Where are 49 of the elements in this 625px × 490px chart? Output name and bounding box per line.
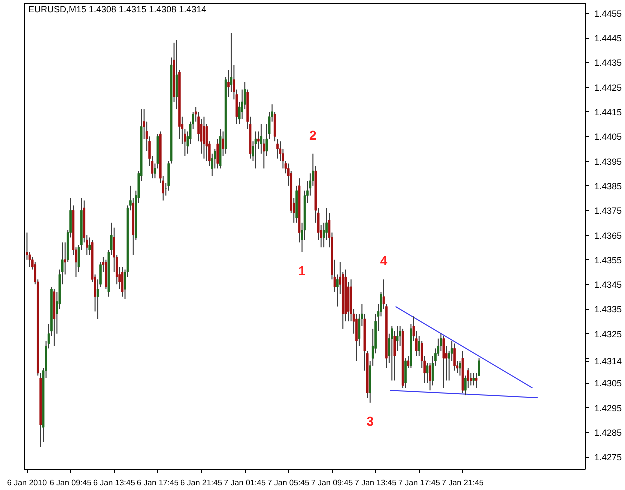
annotation: 3 bbox=[366, 414, 374, 429]
candlestick bbox=[391, 326, 394, 382]
y-tick-label: 1.4285 bbox=[594, 428, 622, 438]
chart-title: EURUSD,M15 1.4308 1.4315 1.4308 1.4314 bbox=[28, 4, 207, 14]
x-tick-label: 6 Jan 2010 bbox=[7, 478, 48, 488]
candlestick bbox=[440, 333, 442, 352]
candlestick bbox=[254, 131, 258, 170]
x-tick-label: 7 Jan 17:45 bbox=[398, 478, 441, 488]
y-tick-label: 1.4295 bbox=[594, 403, 622, 414]
x-tick-label: 7 Jan 21:45 bbox=[442, 478, 484, 488]
candlestick bbox=[276, 138, 279, 160]
candlestick bbox=[454, 343, 456, 372]
x-tick-label: 6 Jan 21:45 bbox=[180, 478, 223, 488]
y-tick-label: 1.4455 bbox=[594, 8, 622, 19]
y-tick-label: 1.4335 bbox=[594, 304, 622, 315]
y-tick-label: 1.4445 bbox=[594, 34, 622, 44]
x-tick-label: 6 Jan 09:45 bbox=[50, 478, 92, 488]
candlestick bbox=[472, 372, 475, 386]
x-tick-label: 7 Jan 09:45 bbox=[311, 478, 354, 488]
y-tick-label: 1.4275 bbox=[594, 452, 622, 463]
x-tick-label: 6 Jan 17:45 bbox=[137, 478, 180, 488]
annotation: 1 bbox=[298, 264, 306, 279]
candlestick bbox=[394, 330, 396, 382]
candlestick bbox=[404, 358, 407, 389]
candlestick bbox=[470, 372, 472, 386]
y-tick-label: 1.4395 bbox=[594, 156, 622, 167]
y-tick-label: 1.4355 bbox=[594, 255, 622, 266]
y-tick-label: 1.4385 bbox=[594, 181, 622, 192]
x-tick-label: 6 Jan 13:45 bbox=[93, 478, 136, 488]
y-tick-label: 1.4325 bbox=[594, 329, 622, 340]
y-tick-label: 1.4305 bbox=[594, 378, 622, 389]
y-tick-label: 1.4425 bbox=[594, 82, 622, 93]
y-tick-label: 1.4365 bbox=[594, 230, 622, 241]
y-tick-label: 1.4314 bbox=[594, 356, 622, 367]
x-tick-label: 7 Jan 13:45 bbox=[354, 478, 398, 488]
x-tick-label: 7 Jan 05:45 bbox=[268, 478, 310, 488]
candlestick bbox=[121, 266, 124, 298]
y-tick-label: 1.4375 bbox=[594, 206, 622, 216]
candlestick bbox=[475, 372, 478, 389]
x-tick-label: 7 Jan 01:45 bbox=[224, 478, 267, 488]
y-tick-label: 1.4415 bbox=[594, 107, 622, 118]
candlestick bbox=[442, 336, 446, 389]
candlestick bbox=[203, 116, 206, 160]
candlestick bbox=[459, 360, 462, 376]
y-tick-label: 1.4435 bbox=[594, 58, 622, 68]
annotation: 4 bbox=[380, 254, 388, 269]
y-tick-label: 1.4405 bbox=[594, 132, 622, 142]
annotation: 2 bbox=[310, 128, 317, 143]
y-tick-label: 1.4345 bbox=[594, 280, 622, 290]
